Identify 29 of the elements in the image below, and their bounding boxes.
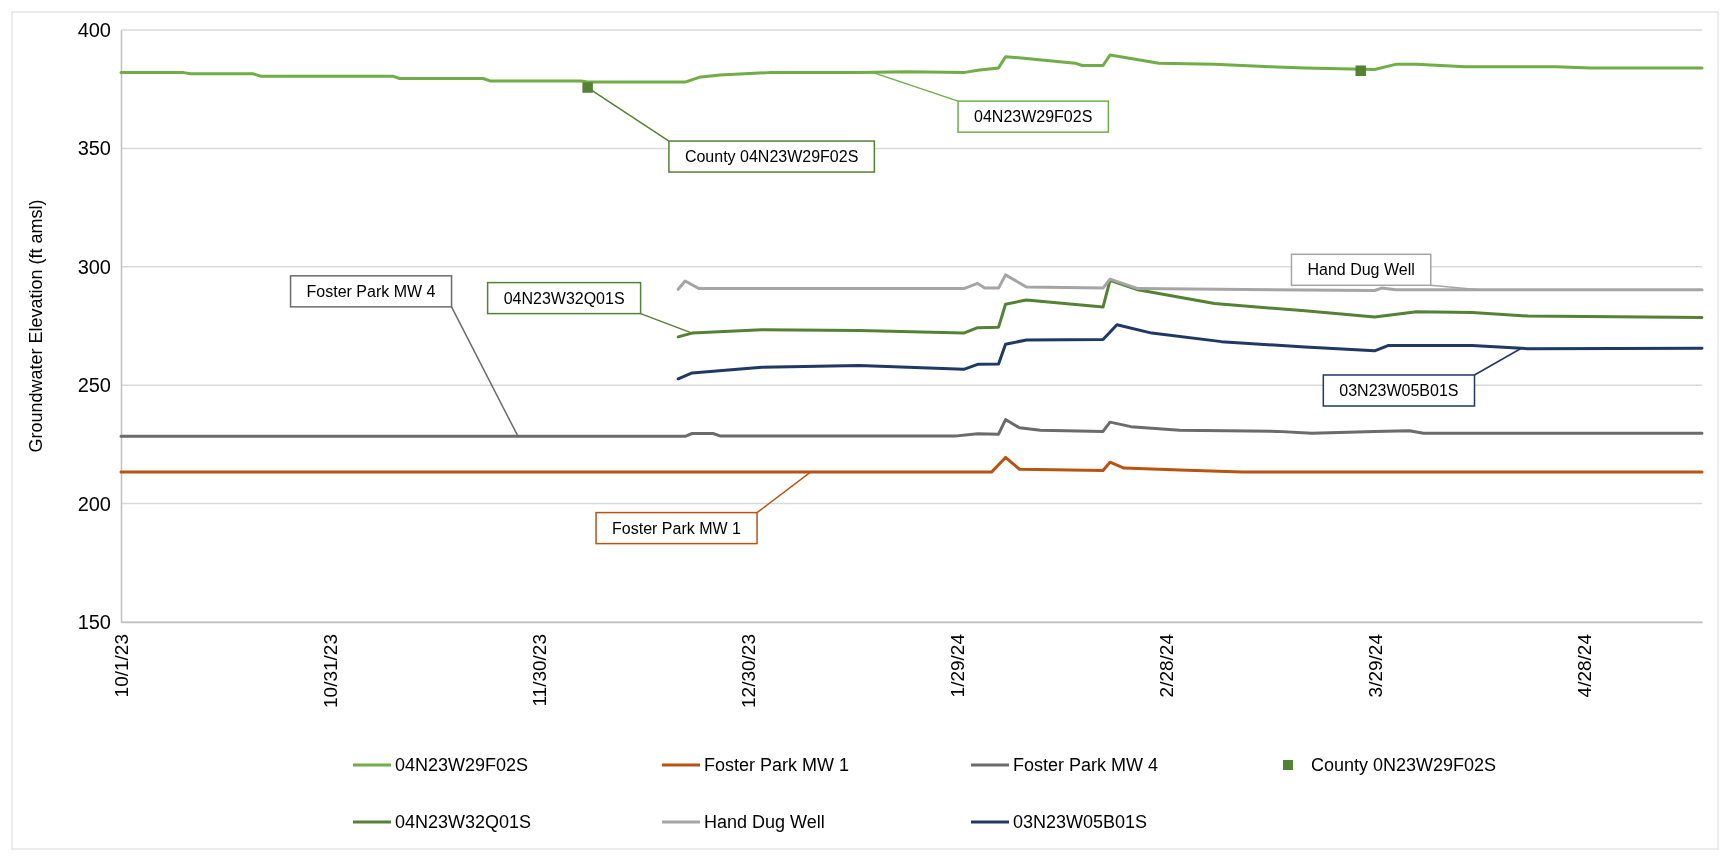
y-tick-label: 200 xyxy=(77,492,111,515)
annotation: Hand Dug Well xyxy=(1307,261,1415,279)
x-tick-label: 10/31/23 xyxy=(320,634,342,708)
legend-label: 03N23W05B01S xyxy=(1013,812,1148,832)
x-tick-label: 4/28/24 xyxy=(1573,633,1595,698)
annotation: County 04N23W29F02S xyxy=(684,148,859,166)
x-tick-label: 3/29/24 xyxy=(1364,633,1386,698)
x-tick-label: 1/29/24 xyxy=(946,633,968,698)
legend-label: 04N23W32Q01S xyxy=(395,812,532,832)
annotation: 03N23W05B01S xyxy=(1339,382,1459,399)
legend-label: Foster Park MW 1 xyxy=(704,755,850,775)
legend-label: County 0N23W29F02S xyxy=(1311,755,1497,775)
x-tick-label: 2/28/24 xyxy=(1155,633,1177,698)
annotation: Foster Park MW 4 xyxy=(306,282,436,300)
legend-label: Hand Dug Well xyxy=(704,812,825,832)
annotation: 04N23W29F02S xyxy=(974,108,1093,126)
legend-label: 04N23W29F02S xyxy=(395,755,529,775)
x-tick-label: 12/30/23 xyxy=(737,634,759,708)
x-tick-label: 11/30/23 xyxy=(529,634,551,707)
y-tick-label: 250 xyxy=(77,374,111,397)
annotation: 04N23W32Q01S xyxy=(503,289,625,307)
y-tick-label: 150 xyxy=(77,610,111,633)
y-tick-label: 300 xyxy=(77,255,111,278)
x-tick-label: 10/1/23 xyxy=(111,634,133,698)
y-axis-title: Groundwater Elevation (ft amsl) xyxy=(26,199,46,453)
annotation: Foster Park MW 1 xyxy=(612,519,742,537)
y-tick-label: 350 xyxy=(77,137,111,160)
legend-label: Foster Park MW 4 xyxy=(1013,755,1159,775)
y-tick-label: 400 xyxy=(77,18,111,41)
